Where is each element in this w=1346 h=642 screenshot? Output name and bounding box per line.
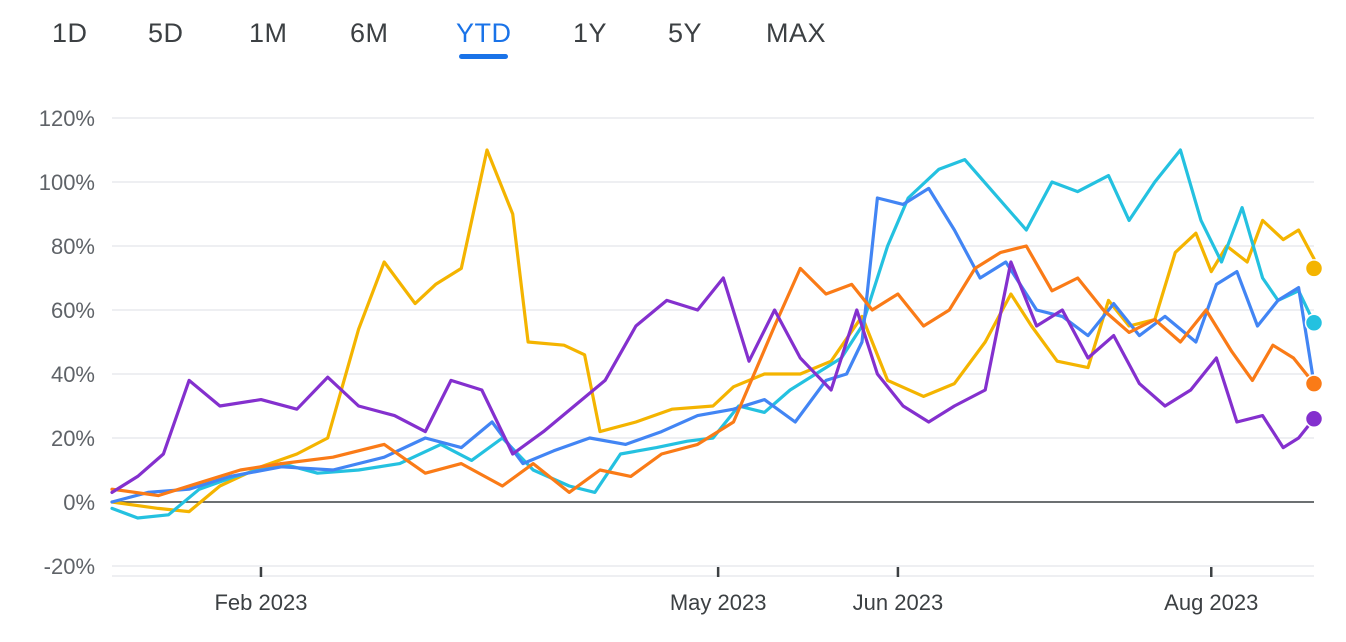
x-tick-label: Aug 2023 <box>1164 590 1258 615</box>
series-end-dot-4[interactable] <box>1304 374 1324 393</box>
tab-5y[interactable]: 5Y <box>668 18 703 48</box>
series-line-5 <box>110 260 1316 494</box>
series-line-3 <box>110 186 1316 504</box>
series-line-2 <box>110 148 1316 520</box>
tab-5d[interactable]: 5D <box>148 18 184 48</box>
series-line-1 <box>110 148 1316 514</box>
x-axis: Feb 2023 May 2023 Jun 2023 Aug 2023 <box>112 501 1314 615</box>
y-axis-ticks: 120% 100% 80% 60% 40% 20% 0% -20% <box>39 106 95 579</box>
tab-6m[interactable]: 6M <box>350 18 389 48</box>
y-tick-label: 80% <box>51 234 95 259</box>
tab-1d[interactable]: 1D <box>52 18 88 48</box>
time-range-tabs: 1D 5D 1M 6M YTD 1Y 5Y MAX <box>0 0 1346 75</box>
x-tick-label: Feb 2023 <box>214 590 307 615</box>
y-tick-label: 20% <box>51 426 95 451</box>
y-tick-label: 100% <box>39 170 95 195</box>
active-tab-indicator <box>459 54 508 59</box>
tab-max[interactable]: MAX <box>766 18 827 48</box>
series-lines <box>110 148 1316 520</box>
series-end-dot-5[interactable] <box>1304 409 1324 429</box>
y-tick-label: 120% <box>39 106 95 131</box>
tab-ytd[interactable]: YTD <box>456 18 512 48</box>
y-tick-label: 40% <box>51 362 95 387</box>
y-tick-label: -20% <box>44 554 95 579</box>
series-line-4 <box>110 244 1316 498</box>
series-end-dot-1[interactable] <box>1304 259 1324 278</box>
y-tick-label: 0% <box>63 490 95 515</box>
series-end-markers <box>1304 259 1324 429</box>
y-tick-label: 60% <box>51 298 95 323</box>
series-end-dot-2[interactable] <box>1304 313 1324 333</box>
x-tick-label: Jun 2023 <box>853 590 944 615</box>
x-tick-label: May 2023 <box>670 590 767 615</box>
tab-1m[interactable]: 1M <box>249 18 288 48</box>
gridlines <box>112 117 1314 567</box>
tab-1y[interactable]: 1Y <box>573 18 608 48</box>
